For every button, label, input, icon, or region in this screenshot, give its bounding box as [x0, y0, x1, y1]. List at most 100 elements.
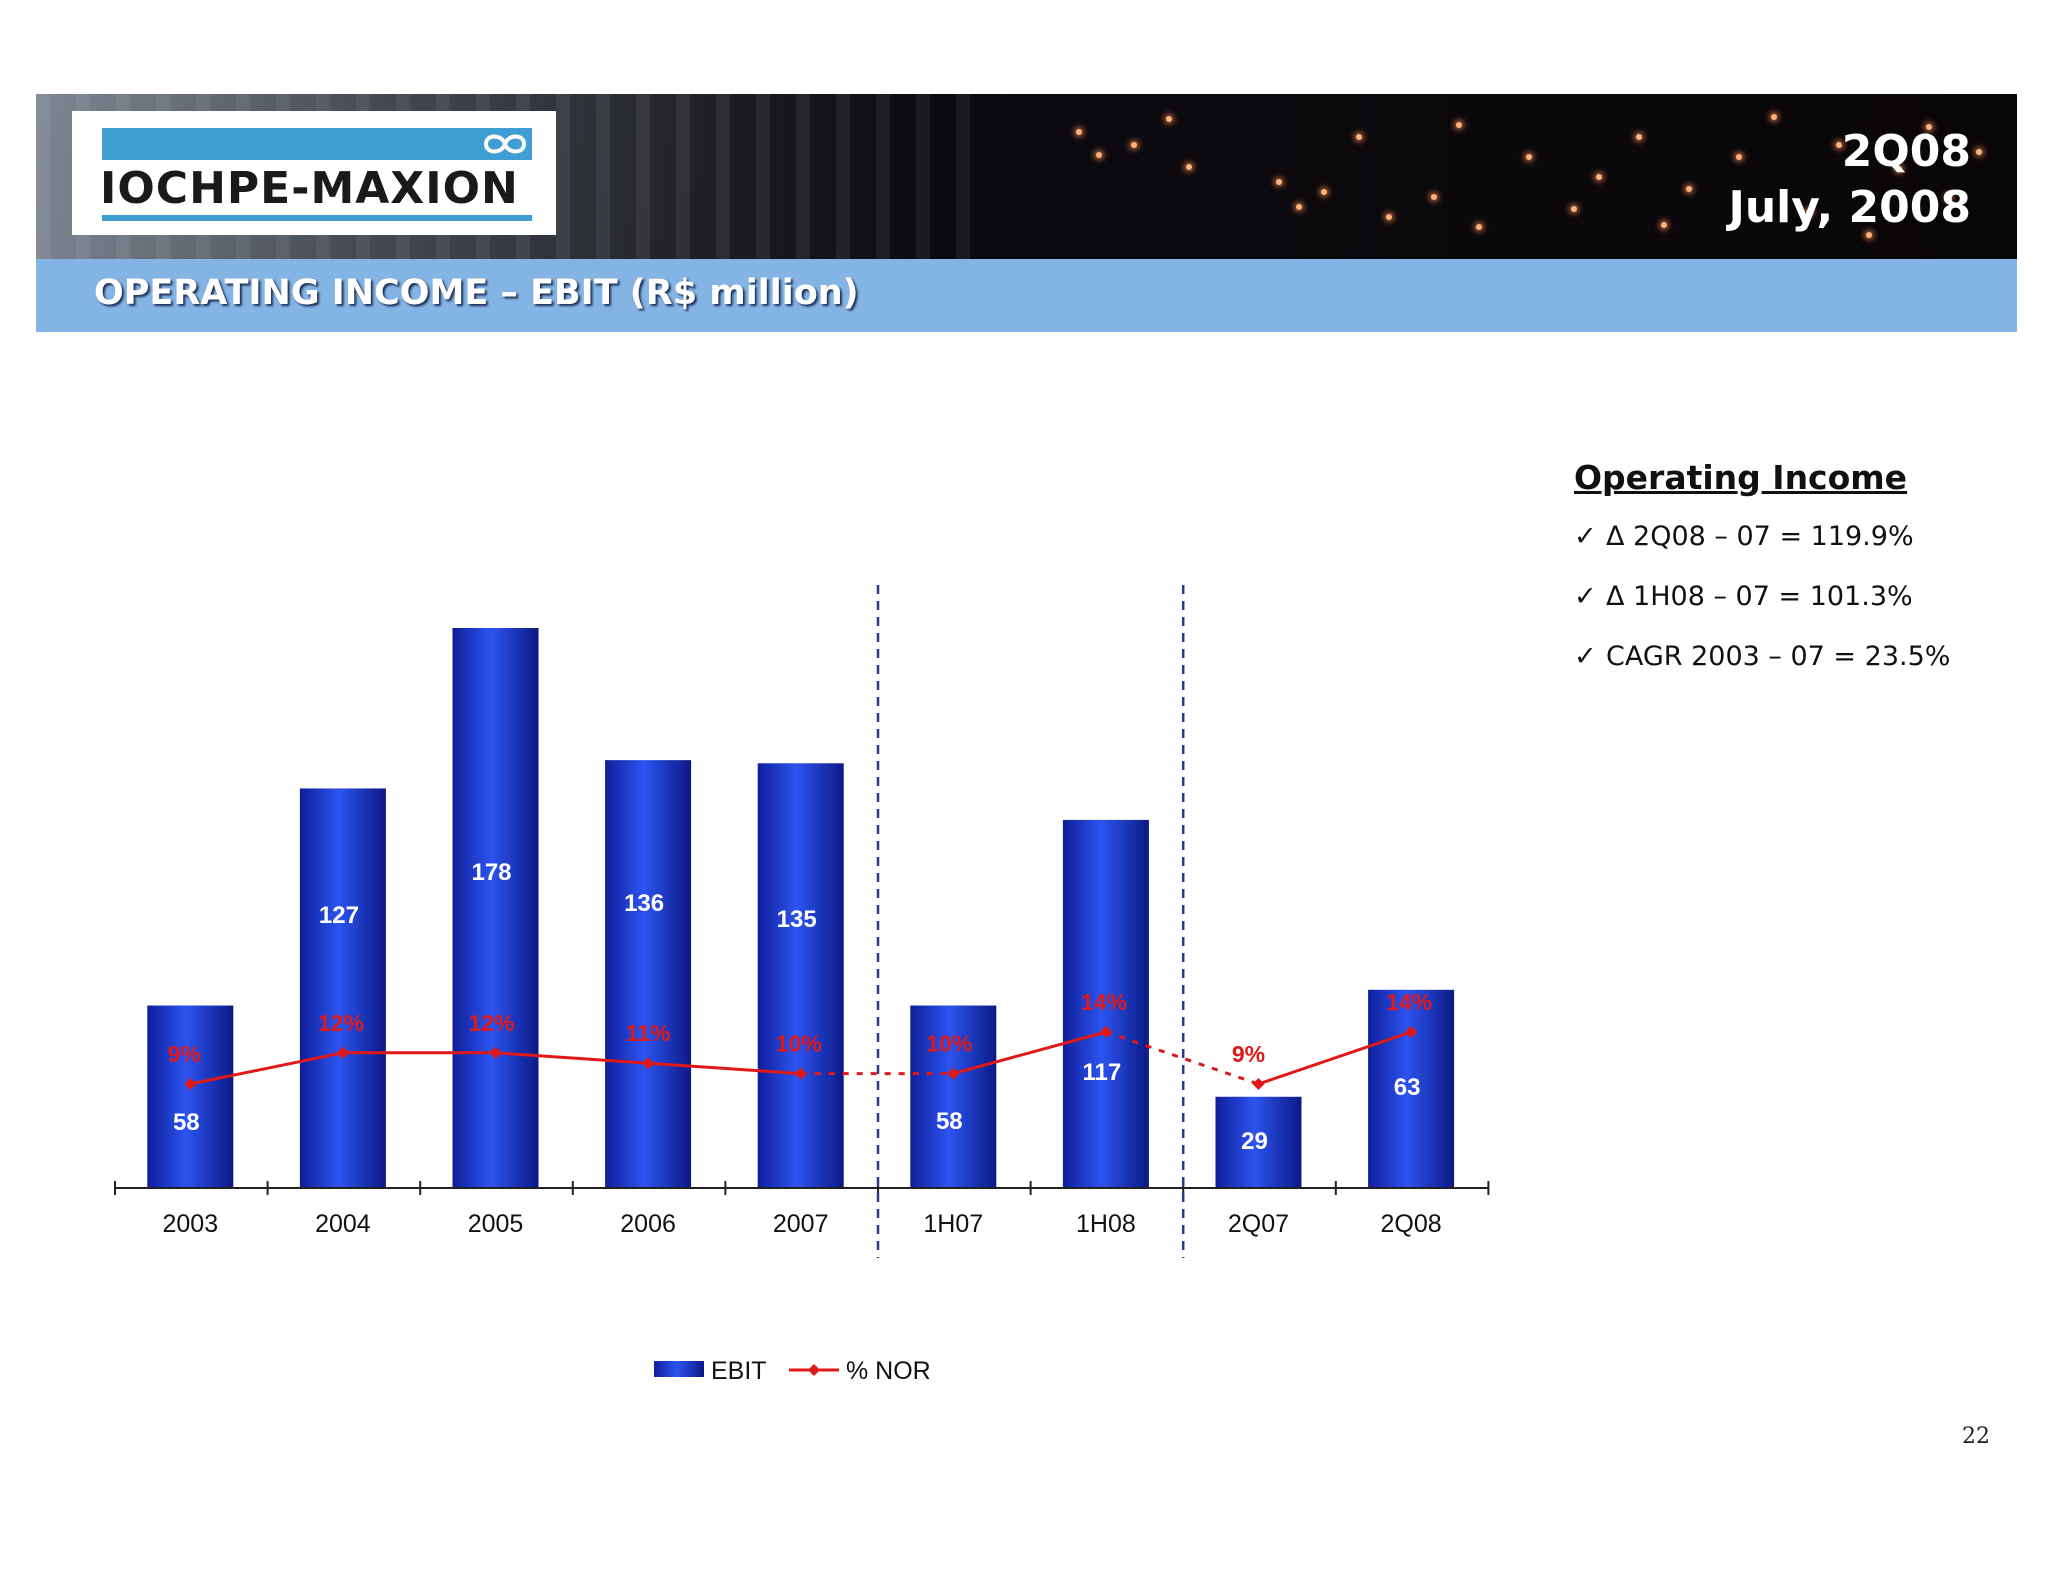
ebit-data-label: 127	[319, 902, 359, 929]
summary-item-label: Δ 1H08 – 07 = 101.3%	[1606, 581, 1913, 612]
period-date: July, 2008	[1728, 182, 1971, 233]
nor-line-segment	[189, 1051, 344, 1086]
nor-point	[642, 1057, 655, 1070]
x-tick-label: 2005	[468, 1210, 524, 1238]
ebit-data-label: 29	[1241, 1128, 1268, 1155]
ebit-bar	[299, 788, 386, 1188]
nor-line-segment	[647, 1061, 801, 1076]
nor-line-segment	[952, 1030, 1107, 1076]
banner-light	[1771, 114, 1777, 120]
checkmark-icon: ✓	[1574, 581, 1597, 612]
banner-light	[1661, 222, 1667, 228]
page-title: OPERATING INCOME – EBIT (R$ million)	[94, 273, 859, 313]
infinity-icon	[483, 134, 527, 154]
ebit-data-label: 135	[777, 906, 817, 933]
nor-data-label: 11%	[626, 1020, 671, 1046]
ebit-data-label: 117	[1083, 1059, 1122, 1086]
header-banner: IOCHPE-MAXION 2Q08 July, 2008	[36, 94, 2017, 259]
nor-point	[336, 1046, 349, 1059]
banner-light	[1131, 142, 1137, 148]
banner-light	[1476, 224, 1482, 230]
banner-light	[1526, 154, 1532, 160]
nor-data-label: 10%	[926, 1031, 972, 1057]
summary-item: ✓ Δ 2Q08 – 07 = 119.9%	[1574, 519, 1994, 579]
ebit-bar	[452, 628, 539, 1188]
nor-point	[1405, 1026, 1418, 1038]
ebit-chart: 2003 2004 2005 2006 2007 1H07 1H08 2Q07 2Q08 9% 1…	[114, 585, 1490, 1385]
nor-line-segment	[1258, 1030, 1412, 1086]
page-number: 22	[1962, 1424, 1990, 1449]
nor-data-label: 9%	[168, 1041, 201, 1067]
logo-bar	[102, 128, 532, 160]
nor-data-label: 12%	[468, 1010, 514, 1036]
banner-light	[1431, 194, 1437, 200]
banner-light	[1321, 189, 1327, 195]
summary-item: ✓ Δ 1H08 – 07 = 101.3%	[1574, 579, 1994, 639]
ebit-bar	[910, 1005, 997, 1188]
banner-light	[1596, 174, 1602, 180]
banner-light	[1926, 124, 1932, 130]
banner-light	[1276, 179, 1282, 185]
checkmark-icon: ✓	[1574, 521, 1597, 552]
nor-data-label: 12%	[318, 1010, 364, 1036]
nor-line-segment	[495, 1051, 649, 1065]
legend-label-ebit: EBIT	[711, 1357, 767, 1385]
ebit-data-label: 178	[471, 859, 511, 886]
banner-light	[1456, 122, 1462, 128]
nor-point	[794, 1067, 807, 1080]
x-tick-label: 1H07	[923, 1210, 983, 1238]
nor-point	[1252, 1078, 1265, 1090]
x-tick-label: 2Q08	[1381, 1210, 1442, 1238]
banner-light	[1296, 204, 1302, 210]
banner-light	[1356, 134, 1362, 140]
x-tick-label: 1H08	[1076, 1210, 1136, 1238]
nor-data-label: 14%	[1386, 989, 1432, 1015]
ebit-bar	[1215, 1096, 1302, 1188]
x-tick-label: 2Q07	[1228, 1210, 1289, 1238]
ebit-bar	[757, 763, 844, 1188]
summary-heading: Operating Income	[1574, 458, 1908, 497]
ebit-data-label: 58	[936, 1108, 963, 1135]
logo-underline	[102, 215, 532, 221]
legend-marker-nor	[808, 1364, 820, 1376]
banner-light	[1836, 142, 1842, 148]
legend-swatch-ebit	[654, 1361, 704, 1377]
ebit-bar	[147, 1005, 234, 1188]
ebit-data-label: 58	[173, 1109, 200, 1136]
nor-data-label: 14%	[1081, 989, 1127, 1015]
banner-light	[1571, 206, 1577, 212]
banner-light	[1806, 209, 1812, 215]
x-tick-label: 2004	[315, 1210, 371, 1238]
ebit-data-label: 136	[624, 890, 664, 917]
ebit-bar	[1368, 989, 1455, 1188]
banner-light	[1946, 194, 1952, 200]
summary-item: ✓ CAGR 2003 – 07 = 23.5%	[1574, 639, 1994, 699]
period-quarter: 2Q08	[1841, 126, 1971, 177]
banner-light	[1866, 232, 1872, 238]
x-tick-label: 2007	[773, 1210, 829, 1238]
ebit-bar	[605, 760, 692, 1188]
legend-label-nor: % NOR	[846, 1357, 931, 1385]
company-logo: IOCHPE-MAXION	[72, 111, 556, 235]
summary-item-label: Δ 2Q08 – 07 = 119.9%	[1606, 521, 1914, 552]
banner-light	[1636, 134, 1642, 140]
checkmark-icon: ✓	[1574, 641, 1597, 672]
banner-light	[1736, 154, 1742, 160]
banner-light	[1976, 149, 1982, 155]
x-tick-label: 2006	[620, 1210, 676, 1238]
nor-point	[947, 1067, 960, 1080]
banner-light	[1076, 129, 1082, 135]
logo-text: IOCHPE-MAXION	[100, 163, 519, 214]
report-period: 2Q08 July, 2008	[1728, 124, 1971, 236]
nor-point	[489, 1046, 502, 1059]
banner-light	[1186, 164, 1192, 170]
x-tick-label: 2003	[162, 1210, 218, 1238]
nor-point	[1099, 1026, 1112, 1038]
ebit-bar	[1062, 819, 1149, 1188]
summary-panel: Operating Income ✓ Δ 2Q08 – 07 = 119.9% ✓…	[1574, 458, 1994, 699]
banner-light	[1096, 152, 1102, 158]
ebit-data-label: 63	[1394, 1074, 1421, 1101]
banner-light	[1686, 186, 1692, 192]
banner-light	[1166, 116, 1172, 122]
banner-light	[1386, 214, 1392, 220]
